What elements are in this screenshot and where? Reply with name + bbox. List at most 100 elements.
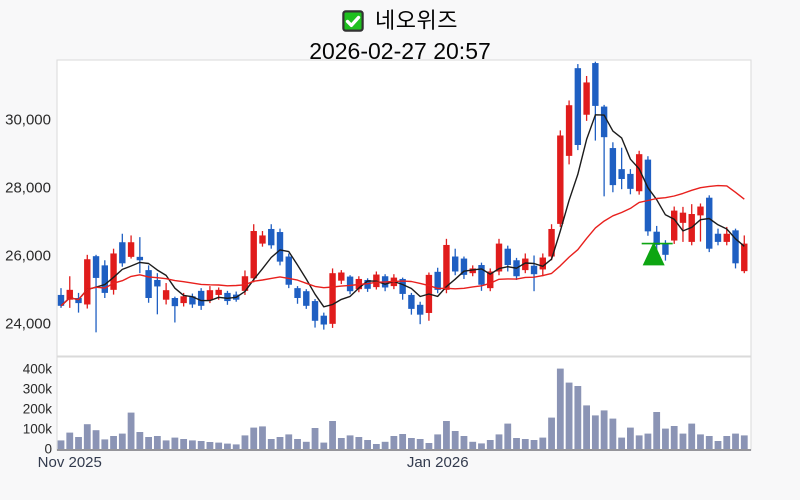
volume-bar xyxy=(425,443,433,449)
volume-bar xyxy=(679,433,687,449)
candlestick-down xyxy=(224,292,231,302)
price-axis-label: 24,000 xyxy=(5,316,51,333)
candlestick-up xyxy=(127,242,135,257)
volume-bar xyxy=(153,436,161,449)
candlestick-down xyxy=(530,265,538,275)
candlestick-down xyxy=(434,271,441,290)
candlestick-up xyxy=(66,289,73,300)
volume-bar xyxy=(189,440,196,449)
volume-bar xyxy=(171,437,179,449)
candlestick-up xyxy=(469,268,476,274)
volume-bar xyxy=(320,442,328,449)
candlestick-down xyxy=(276,232,284,262)
candlestick-down xyxy=(592,63,599,106)
volume-axis-label: 300k xyxy=(23,382,53,397)
volume-bar xyxy=(732,433,739,449)
candlestick-down xyxy=(452,256,459,272)
candlestick-down xyxy=(662,243,669,255)
volume-bar xyxy=(372,444,380,449)
volume-bar xyxy=(644,433,652,449)
volume-bar xyxy=(364,440,371,449)
volume-bar xyxy=(688,423,696,449)
volume-bar xyxy=(486,440,494,449)
volume-bar xyxy=(723,436,731,449)
candlestick-down xyxy=(101,265,108,293)
volume-bar xyxy=(276,437,284,449)
volume-bar xyxy=(83,424,91,449)
volume-bar xyxy=(443,421,450,449)
volume-bar xyxy=(618,437,626,449)
candlestick-up xyxy=(557,135,564,224)
volume-bar xyxy=(110,436,117,449)
volume-bar xyxy=(224,443,231,449)
volume-bar xyxy=(714,441,722,449)
candlestick-up xyxy=(679,212,687,223)
month-label: Jan 2026 xyxy=(407,454,469,471)
volume-bar xyxy=(565,382,573,449)
volume-bar xyxy=(451,431,459,449)
volume-bar xyxy=(670,426,678,449)
candlestick-down xyxy=(399,278,406,294)
candlestick-down xyxy=(294,288,301,298)
candlestick-up xyxy=(162,290,170,300)
volume-bar xyxy=(285,434,293,449)
volume-bar xyxy=(162,440,170,449)
volume-bar xyxy=(697,434,704,449)
volume-bar xyxy=(302,441,310,449)
candlestick-down xyxy=(311,301,319,321)
volume-bar xyxy=(399,434,407,449)
volume-bar xyxy=(513,438,520,449)
volume-bar xyxy=(495,434,503,449)
candlestick-down xyxy=(285,256,292,285)
volume-bar xyxy=(635,435,643,449)
volume-bar xyxy=(259,426,266,449)
candlestick-down xyxy=(627,173,634,189)
buy-marker-triangle-icon xyxy=(642,241,665,266)
volume-bar xyxy=(504,423,512,449)
volume-bar xyxy=(705,436,713,449)
candlestick-up xyxy=(741,243,748,272)
volume-bar xyxy=(232,444,240,449)
candlestick-down xyxy=(504,248,511,266)
volume-bar xyxy=(583,405,590,449)
volume-bar xyxy=(92,430,100,449)
volume-bar xyxy=(434,434,442,449)
volume-bar xyxy=(521,439,529,449)
volume-bar xyxy=(145,437,152,449)
volume-bar xyxy=(355,437,363,449)
candlestick-down xyxy=(732,230,739,264)
volume-bar xyxy=(57,440,65,449)
month-label: Nov 2025 xyxy=(38,454,102,471)
volume-bar xyxy=(75,437,82,449)
candlestick-up xyxy=(329,273,336,324)
candlestick-down xyxy=(57,294,65,306)
candlestick-down xyxy=(706,197,713,249)
volume-axis-label: 100k xyxy=(23,422,53,437)
volume-axis-label: 0 xyxy=(44,442,52,457)
volume-bar xyxy=(609,418,617,449)
checked-checkbox-icon[interactable] xyxy=(342,10,364,32)
volume-bar xyxy=(127,412,135,449)
candlestick-down xyxy=(644,159,652,232)
volume-bar xyxy=(478,443,485,449)
candlestick-down xyxy=(171,298,179,307)
ma-line-20 xyxy=(60,184,745,307)
volume-bar xyxy=(600,410,608,449)
volume-bar xyxy=(381,441,389,449)
volume-bar xyxy=(556,368,564,449)
candlestick-up xyxy=(241,276,249,291)
candlestick-down xyxy=(145,270,152,298)
volume-bar xyxy=(206,442,214,449)
candlestick-up xyxy=(522,258,529,271)
candlestick-down xyxy=(268,228,275,246)
volume-bar xyxy=(740,435,748,449)
volume-bar xyxy=(294,439,301,449)
candlestick-down xyxy=(197,290,205,306)
volume-bar xyxy=(136,432,144,449)
candlestick-down xyxy=(618,169,625,179)
candlestick-up xyxy=(338,272,345,281)
volume-bar xyxy=(346,435,354,449)
volume-bar xyxy=(215,442,223,449)
